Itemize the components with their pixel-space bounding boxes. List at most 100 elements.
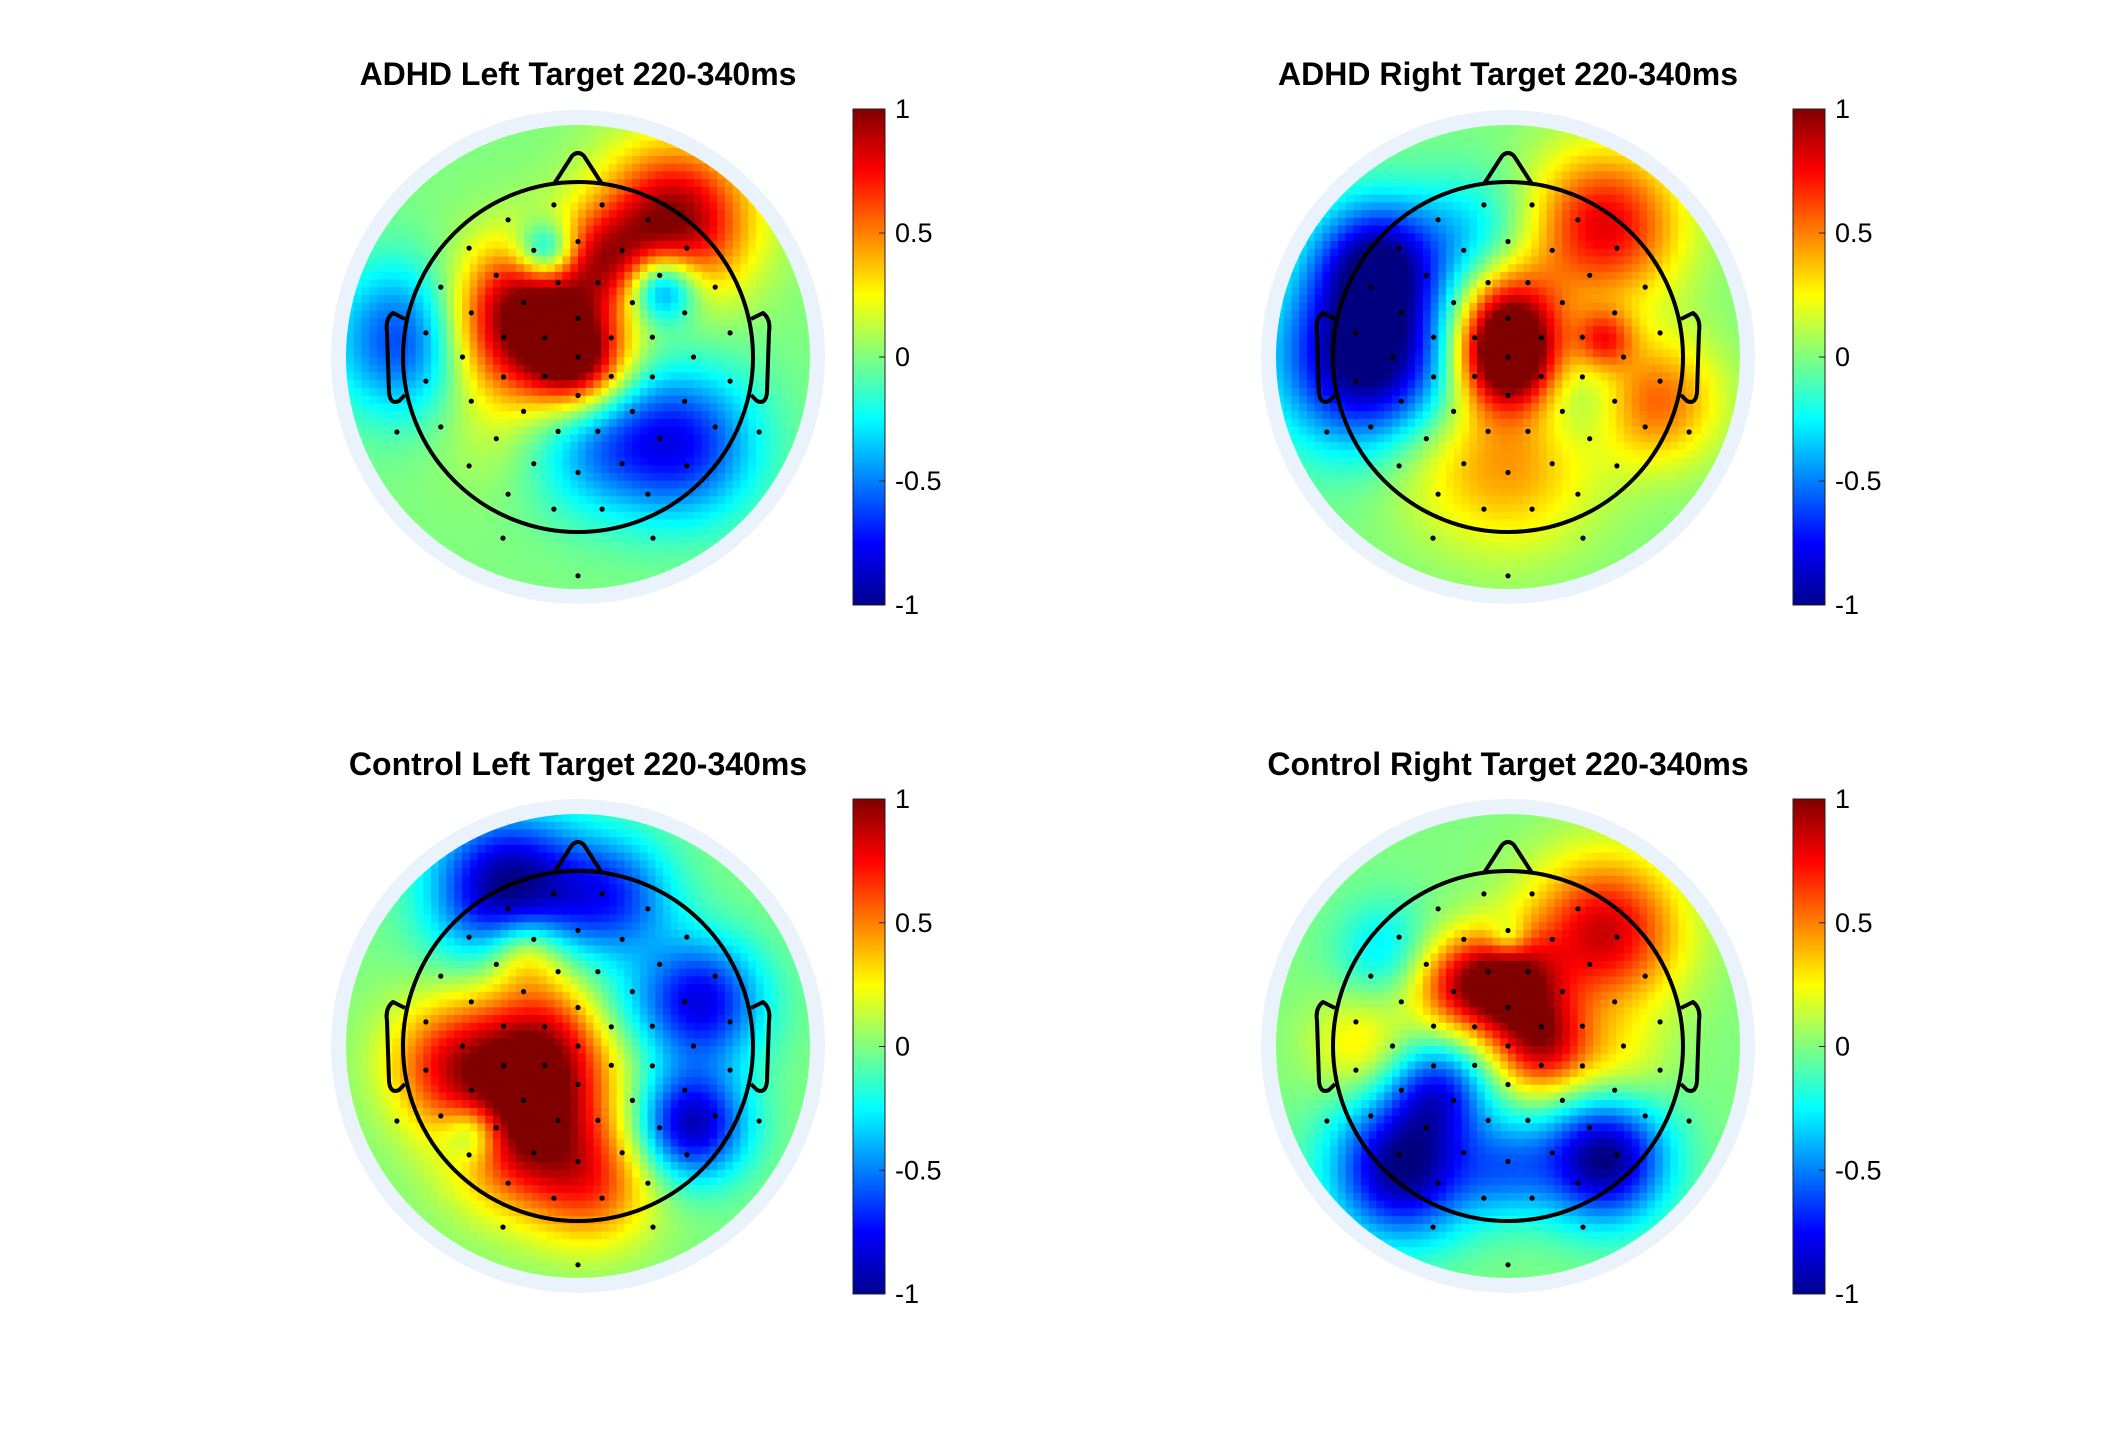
heatmap-cell [763, 295, 772, 304]
heatmap-cell [748, 302, 757, 312]
heatmap-cell [1337, 364, 1347, 374]
heatmap-cell [771, 295, 780, 304]
heatmap-cell [1438, 148, 1447, 157]
heatmap-cell [578, 256, 587, 265]
heatmap-cell [361, 418, 370, 428]
heatmap-cell [1508, 480, 1517, 490]
heatmap-cell [492, 503, 502, 513]
heatmap-cell [438, 511, 448, 520]
heatmap-cell [462, 271, 471, 281]
heatmap-cell [694, 310, 703, 319]
heatmap-cell [1477, 480, 1486, 490]
heatmap-cell [392, 264, 401, 273]
heatmap-cell [601, 163, 610, 172]
heatmap-cell [701, 171, 711, 180]
heatmap-cell [1430, 163, 1439, 172]
heatmap-cell [485, 233, 494, 242]
heatmap-cell [1422, 194, 1432, 203]
heatmap-cell [624, 302, 633, 312]
heatmap-cell [539, 473, 548, 482]
heatmap-cell [694, 519, 703, 528]
heatmap-cell [1554, 155, 1563, 165]
heatmap-cell [1399, 403, 1409, 412]
heatmap-cell [1523, 132, 1532, 142]
heatmap-cell [531, 457, 540, 466]
heatmap-cell [431, 333, 440, 343]
heatmap-cell [500, 140, 509, 149]
heatmap-cell [601, 387, 610, 397]
heatmap-cell [369, 418, 378, 428]
heatmap-cell [1430, 148, 1439, 157]
heatmap-cell [1384, 333, 1393, 343]
heatmap-cell [1546, 125, 1555, 134]
heatmap-cell [423, 217, 432, 227]
heatmap-cell [469, 148, 479, 157]
heatmap-cell [724, 480, 734, 490]
heatmap-cell [570, 387, 579, 397]
heatmap-cell [1469, 186, 1478, 196]
heatmap-cell [1500, 248, 1509, 258]
heatmap-cell [616, 279, 625, 288]
heatmap-cell [639, 326, 649, 335]
heatmap-cell [516, 302, 525, 312]
heatmap-cell [1492, 194, 1501, 203]
heatmap-cell [1353, 387, 1362, 397]
electrode-dot [575, 315, 581, 322]
heatmap-cell [724, 380, 734, 389]
heatmap-cell [1453, 163, 1463, 172]
heatmap-cell [415, 202, 424, 211]
electrode-dot [505, 217, 511, 223]
heatmap-cell [1353, 511, 1362, 520]
heatmap-cell [717, 310, 726, 319]
heatmap-cell [663, 426, 672, 435]
heatmap-cell [1484, 558, 1494, 567]
heatmap-cell [415, 403, 424, 412]
heatmap-cell [554, 233, 564, 242]
heatmap-cell [717, 357, 726, 366]
heatmap-cell [423, 326, 432, 335]
heatmap-cell [1531, 511, 1540, 520]
heatmap-cell [407, 511, 417, 520]
heatmap-cell [469, 357, 479, 366]
heatmap-cell [554, 302, 564, 312]
heatmap-cell [531, 202, 540, 211]
heatmap-cell [709, 496, 718, 505]
heatmap-cell [1399, 341, 1409, 350]
heatmap-cell [616, 132, 625, 142]
heatmap-cell [639, 148, 649, 157]
heatmap-cell [1407, 310, 1416, 319]
heatmap-cell [740, 442, 749, 451]
heatmap-cell [1453, 287, 1463, 296]
heatmap-cell [1314, 395, 1323, 404]
heatmap-cell [1399, 465, 1409, 474]
heatmap-cell [647, 473, 656, 482]
heatmap-cell [794, 364, 803, 374]
heatmap-cell [701, 426, 711, 435]
heatmap-cell [639, 372, 649, 381]
heatmap-cell [376, 387, 386, 397]
heatmap-cell [547, 271, 556, 281]
heatmap-cell [694, 233, 703, 242]
heatmap-cell [748, 241, 757, 250]
heatmap-cell [670, 434, 680, 443]
heatmap-cell [670, 225, 680, 234]
heatmap-cell [1461, 418, 1470, 428]
heatmap-cell [500, 387, 509, 397]
heatmap-cell [1554, 264, 1563, 273]
heatmap-cell [1446, 457, 1455, 466]
heatmap-cell [670, 202, 680, 211]
heatmap-cell [539, 140, 548, 149]
heatmap-cell [608, 140, 618, 149]
heatmap-cell [748, 225, 757, 234]
heatmap-cell [601, 349, 610, 358]
heatmap-cell [1523, 233, 1532, 242]
heatmap-cell [462, 186, 471, 196]
heatmap-cell [709, 457, 718, 466]
heatmap-cell [1523, 573, 1532, 582]
heatmap-cell [523, 364, 533, 374]
heatmap-cell [1330, 287, 1339, 296]
heatmap-cell [523, 132, 533, 142]
heatmap-cell [547, 488, 556, 497]
heatmap-cell [1546, 496, 1555, 505]
heatmap-cell [771, 426, 780, 435]
